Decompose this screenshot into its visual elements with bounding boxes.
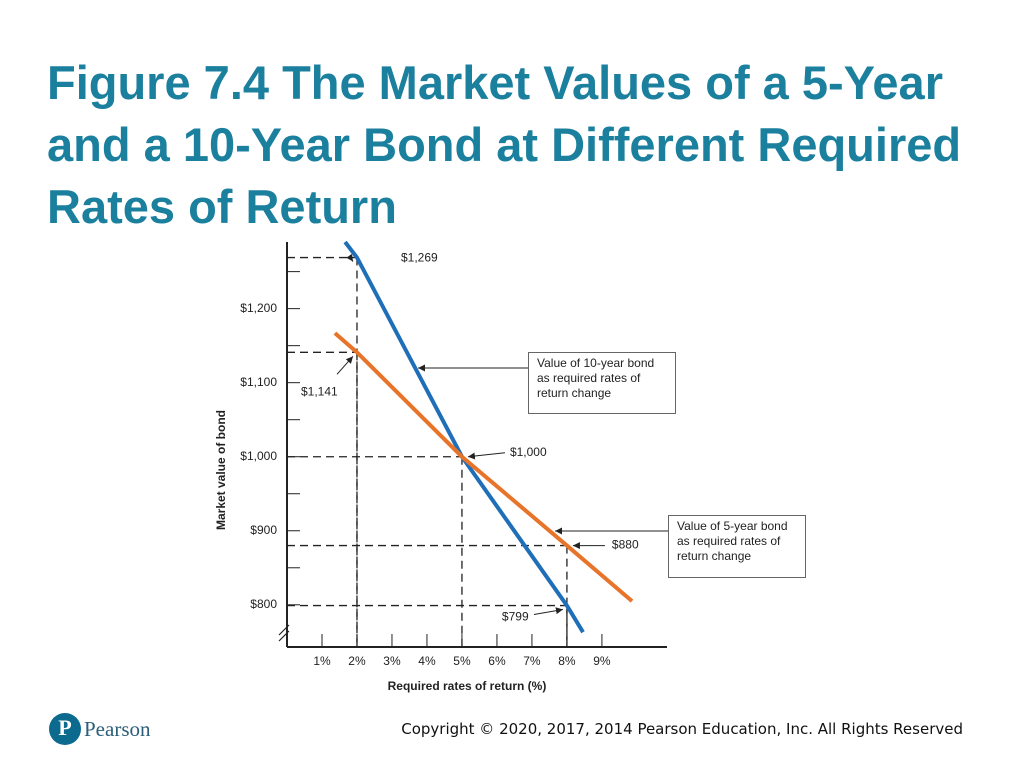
y-tick-label: $1,000 [240,449,277,463]
copyright: Copyright © 2020, 2017, 2014 Pearson Edu… [401,720,963,738]
x-tick-label: 5% [453,654,471,668]
annotation-arrow [346,253,354,262]
y-tick-label: $1,200 [240,301,277,315]
x-axis-title: Required rates of return (%) [388,679,547,693]
logo [49,713,81,745]
x-tick-label: 9% [593,654,611,668]
y-tick-label: $800 [250,597,277,611]
x-tick-label: 7% [523,654,541,668]
annotation-label: $1,141 [301,384,338,398]
annotation-arrow [533,607,564,616]
legend-label: Value of 5-year bond as required rates o… [668,515,806,578]
x-tick-label: 3% [383,654,401,668]
x-tick-label: 8% [558,654,576,668]
slide-title: Figure 7.4 The Market Values of a 5-Year… [47,56,962,233]
x-tick-label: 4% [418,654,436,668]
x-tick-label: 2% [348,654,366,668]
legend-box: Value of 5-year bond as required rates o… [668,515,806,578]
x-tick-label: 1% [313,654,331,668]
logo-letter: P [58,715,71,740]
series-line [333,331,634,603]
annotation-label: $880 [612,538,639,552]
annotation-label: $1,000 [510,445,547,459]
brand: Pearson [84,717,151,741]
annotation-label: $799 [502,610,529,624]
legend-label: Value of 10-year bond as required rates … [528,352,676,414]
y-axis-title: Market value of bond [214,410,228,530]
y-tick-label: $900 [250,523,277,537]
legend-box: Value of 10-year bond as required rates … [528,352,676,414]
axis-break [278,624,290,642]
y-tick-label: $1,100 [240,375,277,389]
annotation-arrow [336,355,354,375]
series-line [343,240,585,634]
annotation-label: $1,269 [401,251,438,265]
annotation-arrow [467,452,506,460]
x-tick-label: 6% [488,654,506,668]
